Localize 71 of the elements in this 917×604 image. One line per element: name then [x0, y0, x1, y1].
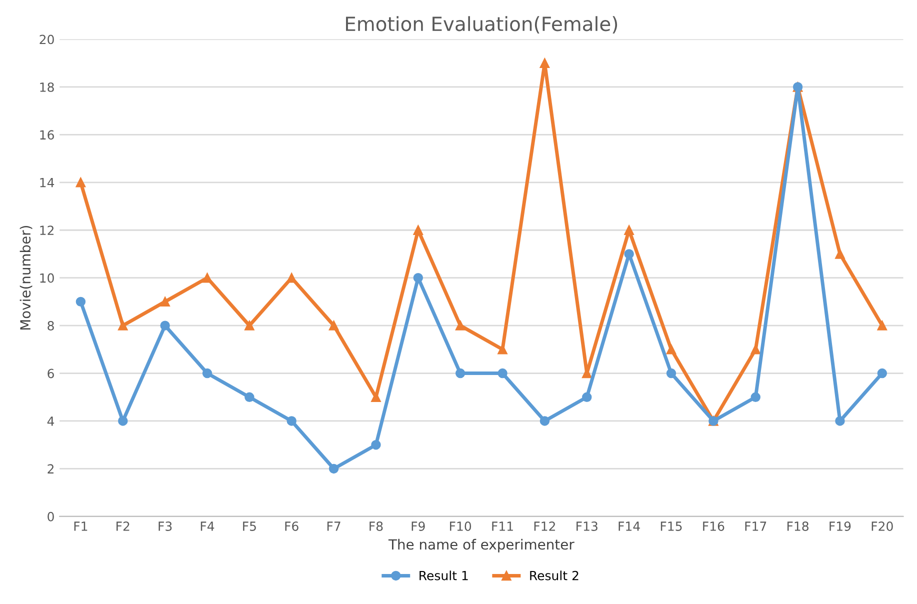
point	[666, 368, 676, 378]
y-tick-label: 6	[48, 368, 54, 378]
legend-label: Result 2	[530, 570, 578, 580]
point	[498, 344, 508, 354]
point	[540, 58, 550, 68]
x-tick-label: F11	[492, 522, 513, 531]
y-tick-label: 0	[48, 512, 54, 522]
y-tick-label: 18	[40, 82, 54, 92]
x-tick-label: F2	[116, 522, 130, 531]
point	[455, 320, 466, 330]
x-tick-label: F14	[618, 522, 640, 531]
y-tick-label: 10	[40, 273, 54, 283]
y-axis-title: Movie(number)	[20, 226, 32, 330]
y-tick-label: 4	[47, 416, 54, 426]
point	[118, 416, 128, 426]
point	[371, 440, 381, 450]
point	[455, 368, 466, 378]
x-tick-label: F8	[370, 522, 383, 531]
x-tick-label: F17	[745, 522, 766, 531]
point	[286, 416, 296, 426]
y-tick-label: 16	[40, 130, 54, 140]
chart-title: Emotion Evaluation(Female)	[346, 16, 618, 34]
x-tick-label: F6	[285, 522, 298, 531]
y-tick-label: 12	[40, 226, 54, 235]
x-tick-label: F4	[200, 522, 214, 531]
point	[835, 416, 845, 426]
point	[750, 344, 760, 354]
x-tick-label: F3	[158, 522, 172, 531]
point	[666, 344, 676, 354]
x-tick-label: F1	[74, 522, 88, 531]
y-tick-label: 14	[40, 178, 54, 188]
x-tick-label: F16	[703, 522, 724, 531]
point	[877, 368, 888, 378]
x-tick-label: F12	[534, 522, 555, 531]
point	[328, 320, 339, 330]
point	[244, 320, 254, 330]
y-tick-label: 8	[48, 321, 54, 330]
point	[624, 249, 634, 259]
y-tick-label: 2	[48, 464, 54, 474]
point	[835, 249, 845, 259]
x-tick-label: F10	[450, 522, 472, 531]
point	[202, 368, 212, 378]
point	[160, 296, 170, 307]
x-tick-label: F19	[830, 522, 851, 531]
point	[202, 272, 212, 283]
point	[244, 392, 254, 402]
point	[498, 368, 508, 378]
point	[160, 320, 170, 330]
point	[750, 392, 760, 402]
x-tick-label: F20	[872, 522, 893, 531]
x-tick-label: F5	[243, 522, 256, 531]
point	[877, 320, 888, 330]
y-tick-label: 20	[40, 34, 54, 44]
point	[413, 272, 424, 283]
x-axis-title: The name of experimenter	[388, 538, 574, 552]
x-tick-label: F15	[660, 522, 682, 531]
point	[371, 392, 381, 402]
legend-label: Result 1	[420, 570, 468, 580]
point	[118, 320, 128, 330]
point	[76, 296, 86, 307]
x-tick-label: F18	[787, 522, 808, 531]
point	[76, 178, 86, 188]
point	[540, 416, 550, 426]
point	[413, 225, 424, 235]
x-tick-label: F9	[412, 522, 425, 531]
point	[328, 464, 339, 474]
point	[286, 272, 296, 283]
point	[582, 392, 592, 402]
x-tick-label: F13	[576, 522, 598, 531]
x-tick-label: F7	[327, 522, 340, 531]
point	[624, 225, 634, 235]
